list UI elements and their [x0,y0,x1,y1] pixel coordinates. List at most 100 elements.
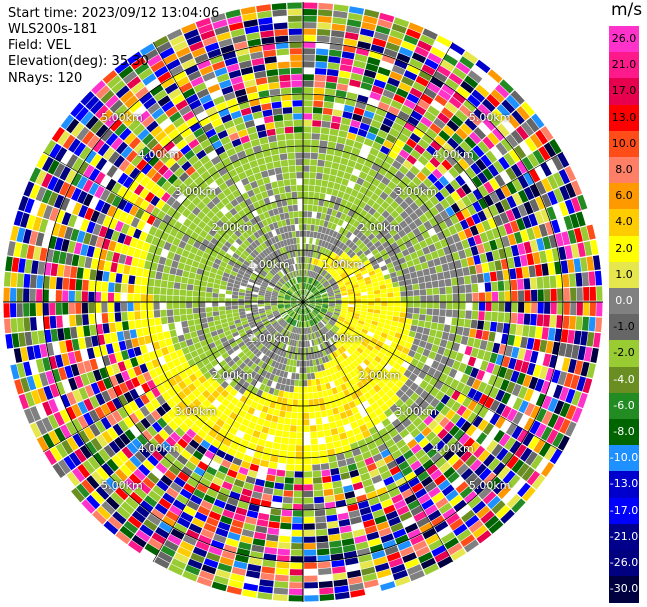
velocity-cell [372,37,387,48]
velocity-cell [161,272,169,281]
velocity-cell [228,426,238,436]
velocity-cell [112,208,123,220]
velocity-cell [179,224,188,234]
velocity-cell [79,445,92,459]
velocity-cell [129,491,143,505]
velocity-cell [430,435,441,447]
velocity-cell [291,319,295,326]
velocity-cell [288,272,293,279]
velocity-cell [414,488,427,499]
velocity-cell [268,336,275,343]
velocity-cell [431,491,445,504]
velocity-cell [343,278,351,284]
velocity-cell [355,299,362,302]
velocity-cell [247,318,255,323]
velocity-cell [448,368,458,379]
velocity-cell [133,346,142,357]
velocity-cell [349,174,358,183]
velocity-cell [215,418,225,428]
velocity-cell [221,157,232,167]
velocity-cell [480,154,492,168]
velocity-cell [274,402,282,410]
velocity-cell [187,392,197,402]
velocity-cell [431,280,439,288]
velocity-cell [446,437,458,449]
velocity-cell [339,432,348,440]
velocity-cell [328,293,335,297]
velocity-cell [477,140,490,154]
velocity-cell [311,379,317,386]
velocity-cell [540,426,553,441]
velocity-cell [523,171,535,186]
velocity-cell [297,314,300,321]
velocity-cell [284,418,291,425]
velocity-cell [323,341,329,348]
velocity-cell [315,299,322,301]
velocity-cell [386,334,394,342]
velocity-cell [225,178,234,188]
velocity-cell [271,321,278,327]
velocity-cell [279,450,288,458]
velocity-cell [482,136,495,150]
velocity-cell [304,314,306,321]
velocity-cell [289,318,294,325]
velocity-cell [229,441,240,451]
velocity-cell [97,334,106,346]
velocity-cell [340,383,348,391]
velocity-cell [290,302,297,304]
velocity-cell [251,273,258,279]
velocity-cell [127,348,136,359]
velocity-cell [377,443,388,453]
velocity-cell [414,449,426,460]
velocity-cell [464,365,473,376]
velocity-cell [550,288,557,301]
velocity-cell [126,226,136,237]
velocity-cell [333,413,342,422]
velocity-cell [327,388,334,396]
velocity-cell [177,411,188,422]
velocity-cell [409,132,421,144]
velocity-cell [43,316,50,330]
velocity-cell [171,394,182,405]
velocity-cell [551,155,564,171]
velocity-cell [134,196,144,208]
velocity-cell [434,202,445,213]
velocity-cell [394,58,408,70]
velocity-cell [322,318,328,324]
velocity-cell [543,314,550,327]
velocity-cell [374,240,382,248]
velocity-cell [325,508,337,516]
velocity-cell [324,214,331,222]
velocity-cell [341,375,349,383]
velocity-cell [173,221,183,231]
velocity-cell [516,160,528,174]
velocity-cell [342,302,349,305]
velocity-cell [404,522,419,534]
velocity-cell [274,286,281,291]
velocity-cell [354,307,361,311]
velocity-cell [361,269,368,276]
velocity-cell [148,437,160,450]
velocity-cell [272,442,281,450]
velocity-cell [331,223,337,231]
velocity-cell [246,510,259,519]
velocity-cell [150,183,161,195]
velocity-cell [309,231,314,238]
velocity-cell [17,317,25,332]
velocity-cell [395,477,408,488]
velocity-cell [81,291,88,302]
velocity-cell [278,270,284,277]
velocity-cell [301,308,303,315]
velocity-cell [311,271,315,278]
velocity-cell [416,326,424,334]
velocity-cell [284,304,291,307]
velocity-cell [332,434,340,442]
velocity-cell [318,276,324,282]
velocity-cell [336,136,347,145]
velocity-cell [335,197,343,205]
velocity-cell [470,274,478,284]
velocity-cell [184,417,194,428]
velocity-cell [207,83,221,94]
velocity-cell [370,193,379,202]
velocity-cell [118,211,129,223]
